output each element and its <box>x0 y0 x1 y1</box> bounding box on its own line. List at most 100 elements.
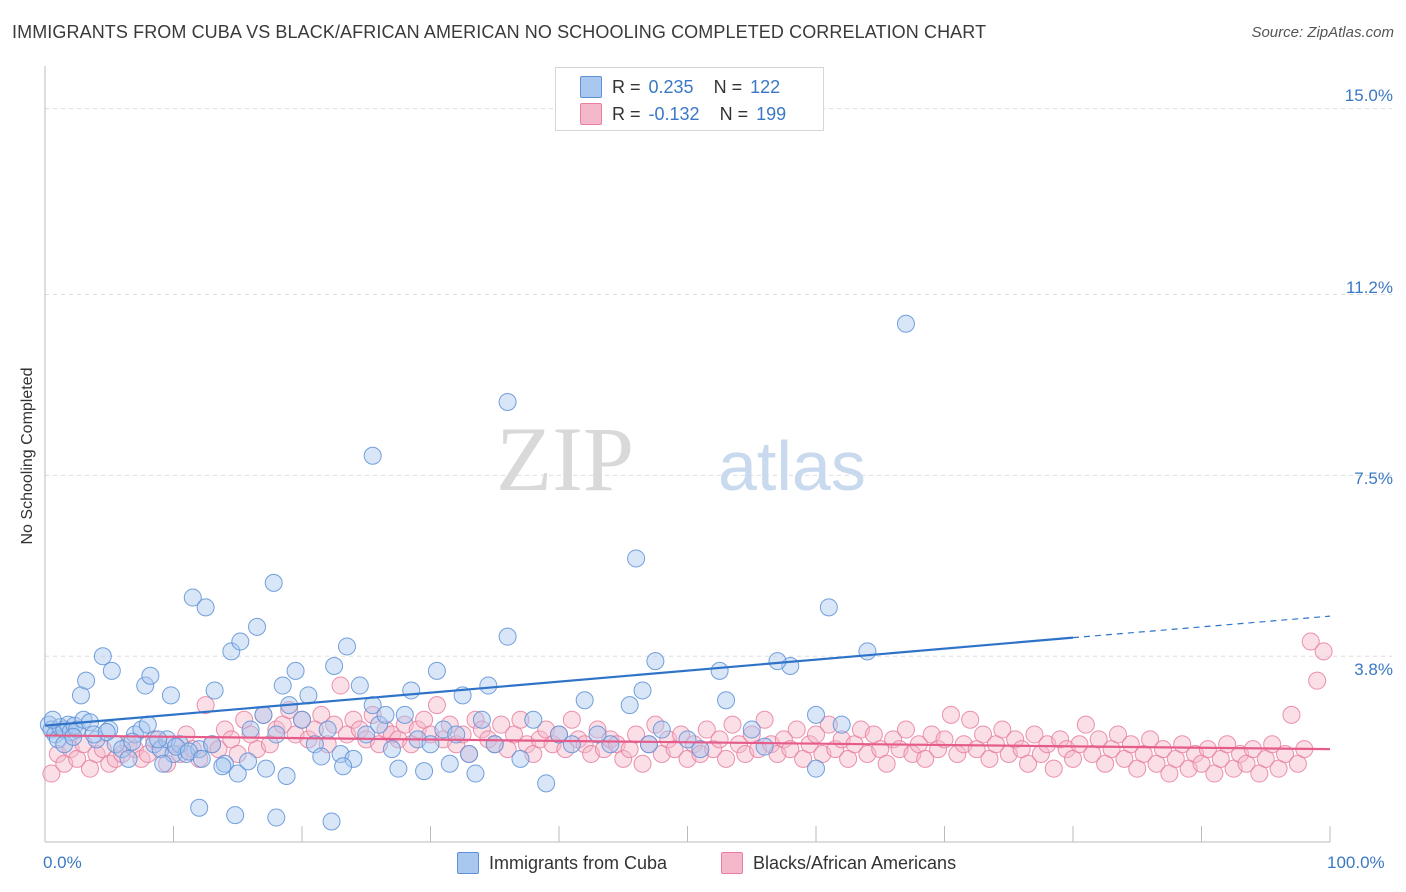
data-point <box>472 720 491 739</box>
data-point <box>1108 725 1127 744</box>
bottom-legend-label-cuba: Immigrants from Cuba <box>489 852 668 873</box>
data-point <box>453 725 472 744</box>
data-point <box>1051 730 1070 749</box>
data-point <box>633 681 652 700</box>
data-point <box>537 774 556 793</box>
data-point <box>241 720 260 739</box>
data-point <box>742 720 761 739</box>
data-point <box>254 705 273 724</box>
data-point <box>1308 671 1327 690</box>
trend-lines <box>44 615 1331 751</box>
axes <box>44 66 1331 843</box>
data-point <box>190 798 209 817</box>
data-point <box>678 730 697 749</box>
data-point <box>717 691 736 710</box>
data-point <box>196 696 215 715</box>
data-point <box>498 393 517 411</box>
bottom-legend-black: Blacks/African Americans <box>721 852 956 874</box>
data-point <box>993 720 1012 739</box>
watermark-zip: ZIP <box>496 408 634 510</box>
data-point <box>1198 740 1217 759</box>
data-point <box>286 661 305 680</box>
data-point <box>213 757 232 776</box>
data-point <box>138 715 157 734</box>
data-point <box>550 725 568 744</box>
data-point <box>575 735 594 754</box>
grid-lines <box>45 108 1392 657</box>
data-point <box>485 735 504 754</box>
trend-line-cuba <box>44 636 1074 727</box>
data-point <box>257 759 276 778</box>
data-point <box>376 705 395 724</box>
data-point <box>723 715 742 734</box>
data-point <box>562 735 581 754</box>
y-tick-15: 15.0% <box>1344 86 1393 105</box>
bottom-legend-swatch-pink <box>721 852 743 874</box>
data-point <box>325 657 344 675</box>
data-point <box>277 767 296 785</box>
legend-r-value: -0.132 <box>648 103 700 124</box>
data-point <box>627 549 646 568</box>
data-point <box>974 725 993 744</box>
data-point <box>389 759 408 778</box>
data-point <box>627 725 646 744</box>
data-point <box>961 710 980 729</box>
legend-swatch-blue <box>580 76 602 98</box>
data-point <box>1006 730 1025 749</box>
data-point <box>466 710 485 729</box>
data-point <box>299 686 318 705</box>
data-point <box>363 446 382 465</box>
bottom-legend-cuba: Immigrants from Cuba <box>457 852 667 874</box>
x-tick-max: 100.0% <box>1327 853 1385 872</box>
data-point <box>941 705 960 724</box>
data-point <box>916 749 935 768</box>
data-point <box>231 632 250 651</box>
data-point <box>141 666 160 685</box>
data-point <box>460 745 479 763</box>
data-point <box>1282 705 1301 724</box>
data-point <box>1089 730 1108 749</box>
data-point <box>575 691 594 710</box>
data-point <box>331 676 350 695</box>
source-credit: Source: ZipAtlas.com <box>1251 24 1394 41</box>
data-point <box>363 705 382 724</box>
data-point <box>312 747 331 766</box>
watermark: ZIP atlas <box>496 408 866 510</box>
x-tick-min: 0.0% <box>43 853 82 872</box>
data-point <box>588 720 607 739</box>
data-point <box>350 676 369 695</box>
data-point <box>154 754 173 773</box>
data-point <box>215 754 234 773</box>
data-point <box>370 715 389 734</box>
data-point <box>691 740 710 759</box>
data-point <box>395 705 414 724</box>
data-point <box>192 749 211 768</box>
data-point <box>344 710 363 729</box>
y-tick-11-2: 11.2% <box>1346 278 1393 297</box>
data-point <box>1044 759 1063 778</box>
data-point <box>768 652 787 671</box>
data-point <box>267 725 286 744</box>
data-point <box>896 720 915 739</box>
series-immigrants-from-cuba <box>39 314 915 831</box>
data-point <box>832 715 851 734</box>
data-point <box>239 752 258 771</box>
data-point <box>136 676 155 695</box>
data-point <box>646 652 665 671</box>
data-point <box>652 720 671 739</box>
data-point <box>427 661 446 680</box>
data-point <box>183 588 202 607</box>
legend-r-label: R = <box>612 103 641 124</box>
data-point <box>1025 725 1044 744</box>
data-point <box>1076 715 1095 734</box>
data-point <box>807 705 825 724</box>
data-point <box>1070 735 1089 754</box>
data-point <box>787 720 806 739</box>
data-point <box>717 749 736 768</box>
data-point <box>161 686 180 705</box>
data-point <box>264 573 283 592</box>
data-point <box>267 808 286 827</box>
bottom-legend-label-black: Blacks/African Americans <box>753 852 957 873</box>
data-point <box>203 735 222 754</box>
data-point <box>819 715 838 734</box>
